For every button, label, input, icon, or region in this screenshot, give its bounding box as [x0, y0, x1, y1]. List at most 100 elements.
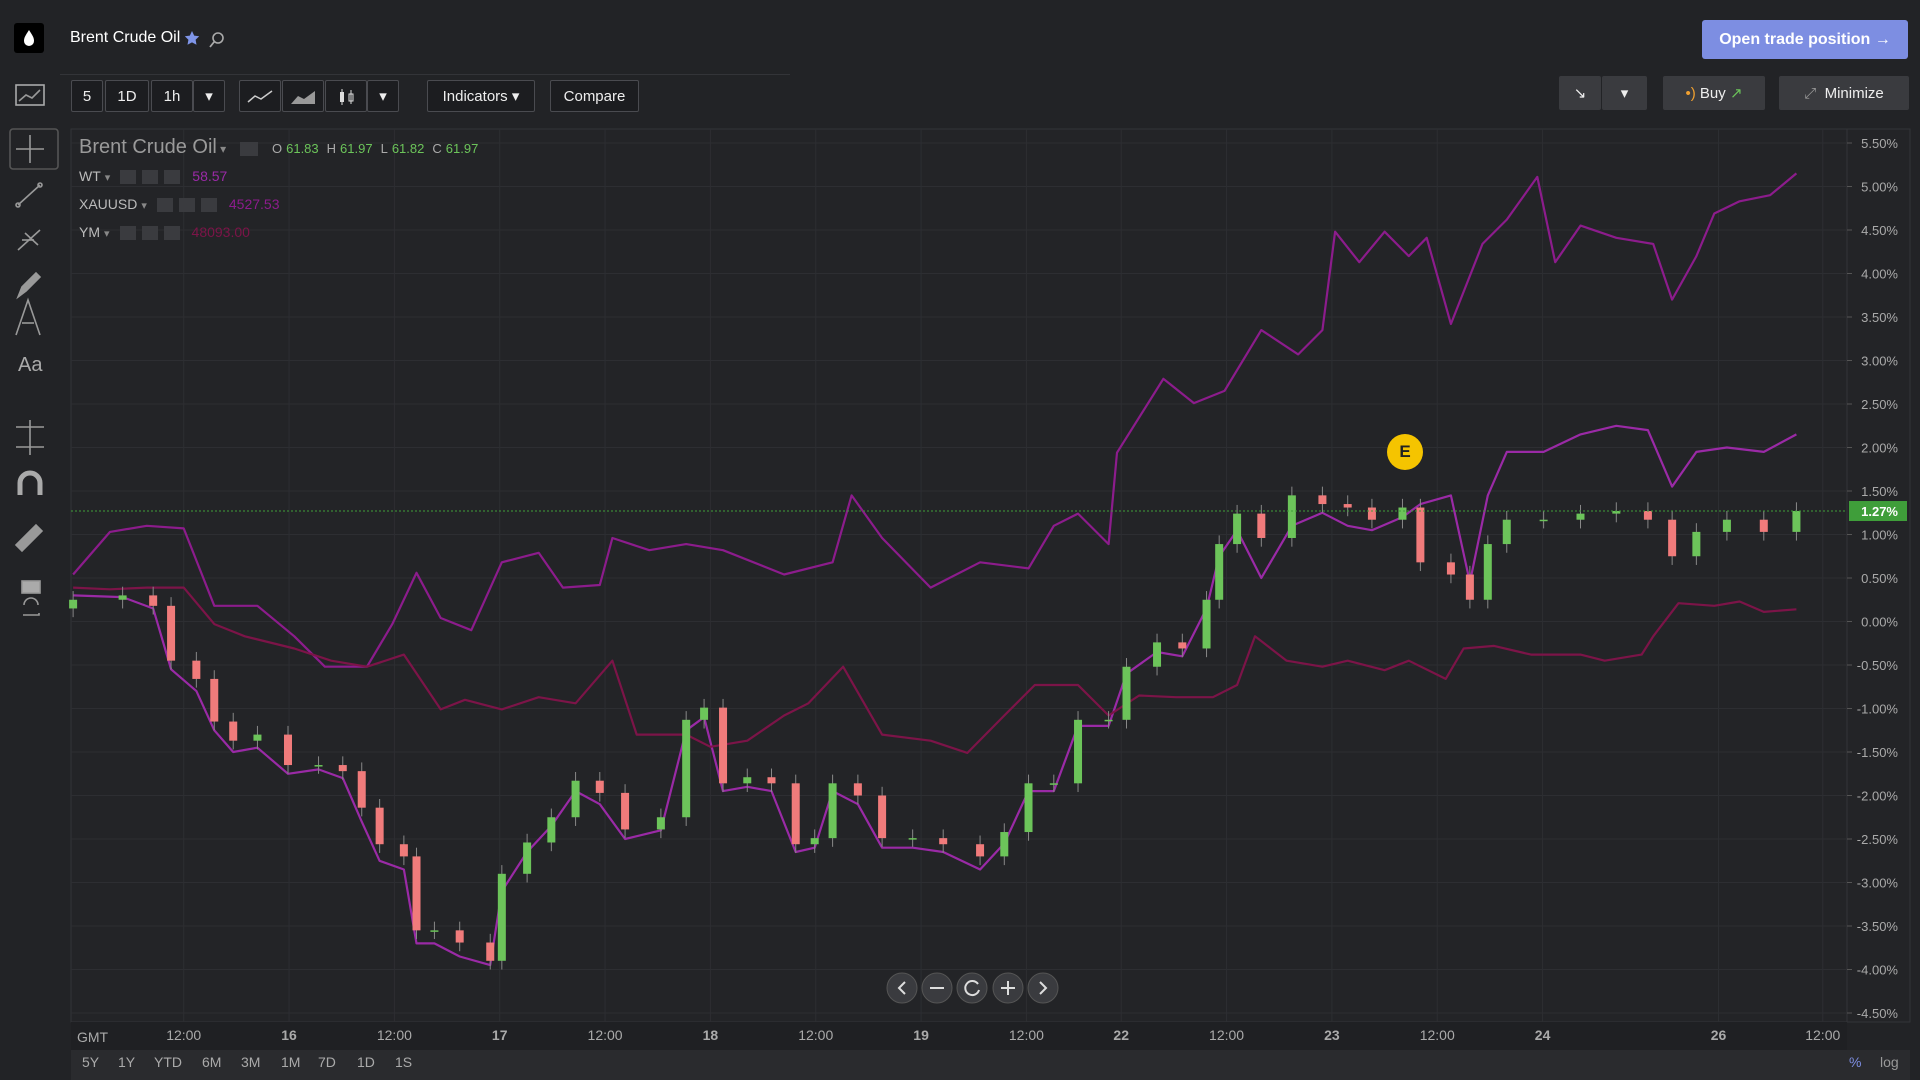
period-button[interactable]: 7D: [318, 1054, 336, 1070]
grid: [71, 129, 1852, 1022]
interval-dropdown[interactable]: ▾: [193, 80, 225, 112]
legend-entry[interactable]: XAUUSD ▾ 4527.53: [79, 190, 486, 218]
candle-body: [1502, 519, 1511, 545]
ohlc-value: 61.83: [286, 141, 319, 156]
x-tick-label: 19: [913, 1027, 929, 1043]
ohlc-value: 61.82: [391, 141, 425, 156]
chart-type-dropdown[interactable]: ▾: [367, 80, 399, 112]
compare-button[interactable]: Compare: [550, 80, 639, 112]
y-tick-label: 4.50%: [1861, 223, 1898, 238]
ohlc-label: O: [271, 141, 283, 156]
candle-body: [719, 707, 728, 784]
legend-icons: [119, 226, 180, 241]
legend-entry[interactable]: WT ▾ 58.57: [79, 162, 486, 190]
compare-line: [73, 586, 1797, 754]
timezone: GMT: [77, 1029, 109, 1045]
candle-body: [1692, 531, 1701, 557]
period-button[interactable]: YTD: [154, 1054, 182, 1070]
candle-body: [810, 838, 819, 845]
scale-percent[interactable]: %: [1849, 1054, 1862, 1070]
candle-body: [497, 873, 506, 961]
interval-button[interactable]: 1h: [151, 80, 193, 112]
candle-body: [1318, 495, 1327, 505]
candle-body: [283, 734, 292, 766]
x-tick-label: 18: [703, 1027, 719, 1043]
candle-body: [253, 734, 262, 741]
tool-icons[interactable]: Aa: [0, 75, 62, 635]
period-button[interactable]: 1S: [395, 1054, 413, 1070]
candle-body: [210, 678, 219, 722]
y-tick-label: 3.00%: [1861, 354, 1898, 369]
candle-body: [656, 817, 665, 830]
candle-body: [878, 795, 887, 839]
minimize-label: Minimize: [1824, 85, 1884, 102]
scale-log[interactable]: log: [1880, 1054, 1899, 1070]
candle-body: [1233, 513, 1242, 545]
candle-body: [621, 792, 630, 830]
chart-type-line[interactable]: [239, 80, 281, 112]
candle-body: [69, 599, 78, 609]
y-tick-label: 2.50%: [1861, 397, 1898, 412]
candle-body: [455, 930, 464, 943]
title-icons[interactable]: [184, 29, 226, 49]
candle-body: [743, 777, 752, 784]
chart-type-area[interactable]: [282, 80, 324, 112]
minimize-button[interactable]: ⤢ Minimize: [1779, 76, 1909, 110]
candle-body: [1122, 666, 1131, 720]
period-button[interactable]: 3M: [241, 1054, 261, 1070]
chart-type-candle[interactable]: [325, 80, 367, 112]
period-button[interactable]: 1Y: [118, 1054, 136, 1070]
candle-body: [1792, 511, 1801, 532]
candle-body: [1416, 507, 1425, 563]
candle-body: [1000, 832, 1009, 857]
buy-button[interactable]: •) Buy ↗: [1663, 76, 1765, 110]
legend-caret: ▾: [104, 172, 111, 184]
x-tick-label: 26: [1711, 1027, 1727, 1043]
x-tick-label: 16: [281, 1027, 297, 1043]
logo[interactable]: [14, 23, 44, 53]
indicators-button[interactable]: Indicators ▾: [427, 80, 535, 112]
y-tick-label: -4.50%: [1857, 1006, 1899, 1021]
open-trade-button[interactable]: Open trade position →: [1702, 20, 1908, 59]
interval-button[interactable]: 5: [71, 80, 103, 112]
legend-entry[interactable]: YM ▾ 48093.00: [79, 218, 486, 246]
candle-body: [1576, 513, 1585, 520]
candle-body: [767, 777, 776, 784]
period-button[interactable]: 6M: [202, 1054, 222, 1070]
y-tick-label: 5.50%: [1861, 136, 1898, 151]
x-tick-label: 12:00: [1420, 1027, 1455, 1043]
candle-body: [1398, 507, 1407, 520]
candle-body: [1367, 507, 1376, 520]
period-button[interactable]: 1D: [357, 1054, 375, 1070]
legend-icons: [120, 170, 181, 185]
nav-buttons[interactable]: [880, 970, 1060, 1006]
event-marker[interactable]: E: [1387, 434, 1423, 470]
y-tick-label: 1.50%: [1861, 484, 1898, 499]
y-tick-label: -2.50%: [1857, 832, 1899, 847]
candle-body: [571, 780, 580, 818]
ohlc-label: H: [326, 141, 337, 156]
tool-sidebar: Aa: [0, 75, 62, 635]
candle-body: [167, 605, 176, 661]
legend-name: XAUUSD: [79, 196, 138, 212]
candle-body: [1257, 513, 1266, 538]
y-tick-label: -3.00%: [1857, 876, 1899, 891]
y-tick-label: 5.00%: [1861, 180, 1898, 195]
candle-body: [1104, 719, 1113, 722]
candle-body: [547, 817, 556, 843]
instrument-title: Brent Crude Oil: [70, 29, 181, 46]
period-button[interactable]: 1M: [281, 1054, 301, 1070]
trend-dropdown[interactable]: ▾: [1602, 76, 1647, 110]
x-tick-label: 12:00: [1209, 1027, 1244, 1043]
legend-value: 48093.00: [191, 224, 250, 240]
candle-body: [1539, 519, 1548, 522]
y-tick-label: 4.00%: [1861, 267, 1898, 282]
trend-button[interactable]: ↘: [1559, 76, 1601, 110]
legend-value: 4527.53: [228, 196, 280, 212]
period-button[interactable]: 5Y: [82, 1054, 100, 1070]
compare-line: [72, 172, 1798, 668]
interval-button[interactable]: 1D: [105, 80, 149, 112]
candle-body: [1049, 783, 1058, 785]
